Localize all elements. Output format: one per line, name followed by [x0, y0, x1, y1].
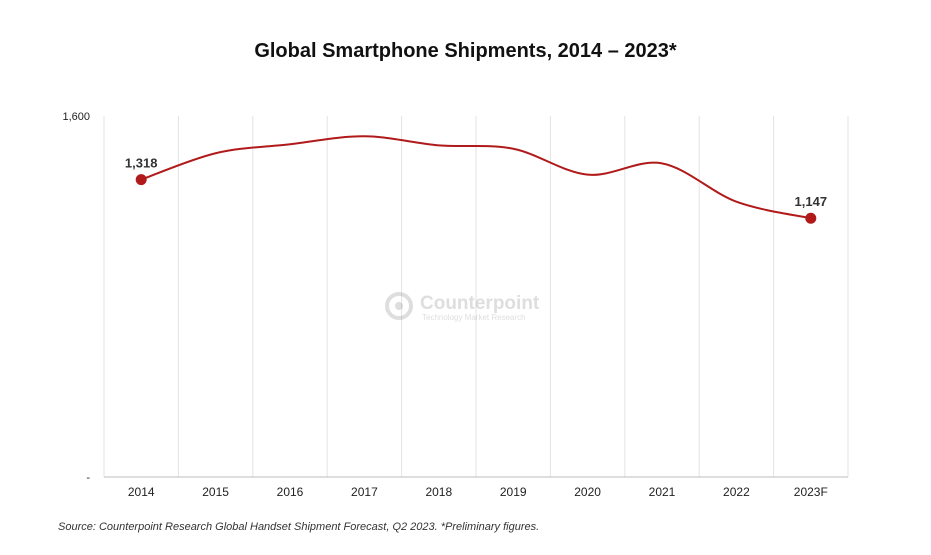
- watermark-tagline: Technology Market Research: [422, 313, 526, 322]
- chart-title: Global Smartphone Shipments, 2014 – 2023…: [254, 40, 677, 62]
- axes: - 1,600 2014 2015 2016 2017 2018 2019 2020 2021 20…: [62, 111, 848, 499]
- x-tick-label: 2023F: [794, 485, 828, 499]
- y-tick-label: 1,600: [62, 111, 90, 123]
- counterpoint-watermark: Counterpoint Technology Market Research: [385, 292, 540, 322]
- y-tick-label: -: [86, 472, 90, 484]
- data-label: 1,318: [125, 156, 158, 171]
- data-point-marker: [805, 212, 817, 224]
- data-labels: 1,318 1,147: [125, 156, 827, 210]
- data-label: 1,147: [795, 194, 828, 209]
- x-tick-label: 2017: [351, 485, 378, 499]
- source-note: Source: Counterpoint Research Global Han…: [58, 521, 540, 533]
- grid-lines: [103, 116, 849, 477]
- x-tick-label: 2019: [500, 485, 527, 499]
- x-tick-label: 2021: [649, 485, 676, 499]
- x-tick-label: 2015: [202, 485, 229, 499]
- series-line: [140, 135, 812, 220]
- x-tick-label: 2016: [277, 485, 304, 499]
- x-tick-label: 2014: [128, 485, 155, 499]
- watermark-brand: Counterpoint: [420, 293, 540, 314]
- x-tick-label: 2022: [723, 485, 750, 499]
- series: [135, 135, 817, 224]
- data-point-marker: [135, 174, 147, 186]
- counterpoint-logo-icon: [385, 292, 413, 320]
- x-tick-label: 2018: [425, 485, 452, 499]
- x-tick-label: 2020: [574, 485, 601, 499]
